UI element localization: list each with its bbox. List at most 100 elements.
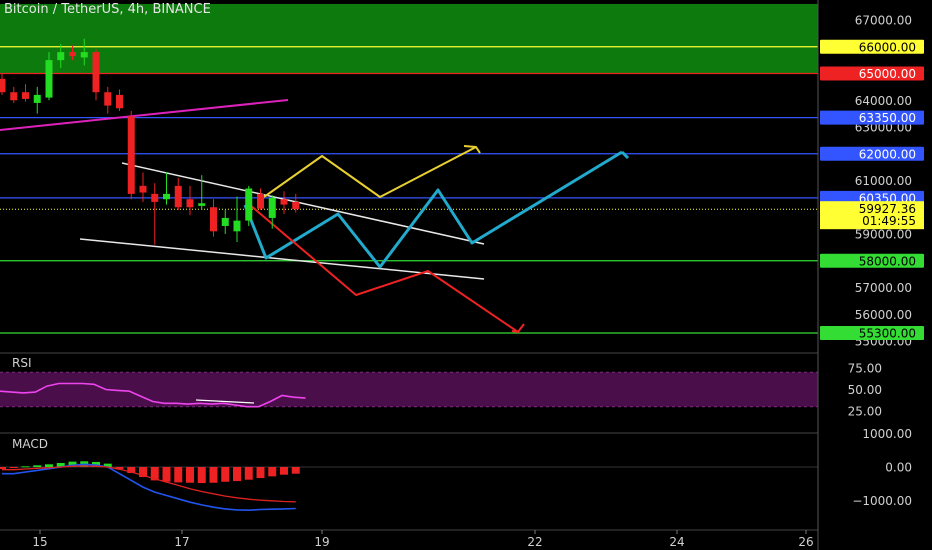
macd-hist-bar-23 bbox=[268, 467, 277, 477]
red-arrow-head bbox=[511, 323, 525, 333]
candle-body bbox=[22, 92, 29, 99]
candle-8 bbox=[92, 49, 100, 101]
magenta-trendline bbox=[0, 99, 289, 131]
countdown-label: 01:49:55 bbox=[862, 214, 916, 228]
macd-hist-bar-4 bbox=[45, 464, 53, 467]
candle-18 bbox=[210, 199, 217, 237]
macd-tick-label-2: −1000.00 bbox=[852, 494, 912, 508]
macd-hist-bar-0 bbox=[0, 467, 6, 470]
candle-20 bbox=[233, 196, 241, 243]
level-tag-6 bbox=[820, 325, 924, 340]
candle-body bbox=[10, 92, 18, 101]
candle-body bbox=[92, 52, 100, 93]
red-scenario bbox=[249, 204, 519, 333]
macd-hist-bar-13 bbox=[150, 467, 159, 481]
level-tag-label-6: 55300.00 bbox=[859, 326, 916, 340]
macd-hist-bar-18 bbox=[209, 467, 218, 483]
candle-body bbox=[57, 52, 65, 61]
macd-hist-bar-24 bbox=[280, 467, 288, 475]
cyan-arrow-head bbox=[620, 150, 630, 160]
candle-body bbox=[198, 203, 206, 206]
candle-17 bbox=[198, 175, 206, 210]
level-tag-2 bbox=[820, 110, 924, 125]
macd-hist-bar-15 bbox=[174, 467, 183, 483]
time-tick-label-0: 15 bbox=[32, 535, 47, 549]
candle-16 bbox=[186, 185, 194, 216]
macd-hist-bar-16 bbox=[186, 467, 194, 483]
price-tick-label-2: 57000.00 bbox=[855, 281, 912, 295]
candle-body bbox=[174, 185, 182, 208]
macd-hist-bar-14 bbox=[162, 467, 171, 482]
time-tick-label-3: 22 bbox=[527, 535, 542, 549]
candle-13 bbox=[151, 183, 159, 245]
macd-line bbox=[2, 463, 296, 512]
candle-2 bbox=[22, 84, 29, 102]
candle-4 bbox=[45, 52, 53, 101]
candle-body bbox=[69, 52, 76, 57]
candle-5 bbox=[57, 44, 65, 69]
macd-hist-bar-12 bbox=[139, 467, 147, 478]
candle-10 bbox=[116, 89, 123, 111]
candle-15 bbox=[174, 177, 182, 210]
price-tick-label-4: 59000.00 bbox=[855, 228, 912, 242]
candle-body bbox=[280, 199, 288, 205]
macd-hist-bar-22 bbox=[256, 467, 265, 479]
candle-9 bbox=[104, 86, 112, 114]
candle-body bbox=[0, 78, 6, 93]
candle-11 bbox=[127, 110, 135, 200]
macd-hist-bar-10 bbox=[115, 467, 124, 470]
macd-tick-label-0: 1000.00 bbox=[862, 427, 912, 441]
candle-0 bbox=[0, 73, 6, 95]
macd-hist-bar-6 bbox=[68, 461, 77, 467]
chart-title: Bitcoin / TetherUS, 4h, BINANCE bbox=[4, 2, 211, 17]
macd-hist-bar-17 bbox=[197, 467, 206, 484]
level-tag-0 bbox=[820, 39, 924, 54]
price-tick-label-6: 61000.00 bbox=[855, 174, 912, 188]
macd-hist-bar-2 bbox=[21, 466, 30, 468]
candle-body bbox=[245, 188, 253, 221]
candle-body bbox=[127, 116, 135, 194]
candle-19 bbox=[221, 209, 229, 234]
candle-body bbox=[116, 94, 123, 109]
yellow-arrow-head bbox=[463, 145, 481, 154]
price-tick-label-12: 67000.00 bbox=[855, 14, 912, 28]
rsi-tick-label-1: 50.00 bbox=[848, 383, 882, 397]
level-tag-label-3: 62000.00 bbox=[859, 147, 916, 161]
candle-body bbox=[163, 193, 170, 200]
candle-body bbox=[268, 197, 276, 218]
candle-22 bbox=[257, 188, 264, 210]
rsi-divergence-line bbox=[195, 399, 255, 404]
rsi-tick-label-0: 75.00 bbox=[848, 362, 882, 376]
candle-23 bbox=[268, 195, 276, 229]
candle-25 bbox=[292, 193, 300, 213]
level-tag-label-5: 58000.00 bbox=[859, 254, 916, 268]
level-tag-label-2: 63350.00 bbox=[859, 111, 916, 125]
candle-body bbox=[233, 220, 241, 232]
macd-hist-bar-9 bbox=[103, 463, 112, 467]
candle-body bbox=[151, 193, 159, 202]
level-tag-label-0: 66000.00 bbox=[859, 40, 916, 54]
candle-body bbox=[221, 217, 229, 226]
signal-line bbox=[2, 465, 296, 503]
level-tag-1 bbox=[820, 66, 924, 81]
macd-hist-bar-21 bbox=[244, 467, 253, 480]
macd-hist-bar-3 bbox=[33, 465, 42, 467]
level-tag-3 bbox=[820, 146, 924, 161]
candle-24 bbox=[280, 191, 288, 214]
candle-7 bbox=[80, 38, 88, 66]
current-price-label: 59927.36 bbox=[859, 202, 916, 216]
macd-hist-bar-5 bbox=[56, 462, 65, 467]
rsi-line bbox=[0, 382, 306, 408]
time-tick-label-2: 19 bbox=[314, 535, 329, 549]
candle-21 bbox=[245, 185, 253, 226]
current-price-tag bbox=[820, 201, 924, 230]
macd-hist-bar-25 bbox=[291, 467, 300, 474]
candle-body bbox=[45, 60, 53, 98]
candle-body bbox=[139, 185, 147, 193]
candle-body bbox=[186, 199, 194, 208]
level-tag-label-1: 65000.00 bbox=[859, 67, 916, 81]
candle-12 bbox=[139, 172, 147, 202]
rsi-band bbox=[0, 372, 818, 407]
price-tick-label-9: 64000.00 bbox=[855, 94, 912, 108]
